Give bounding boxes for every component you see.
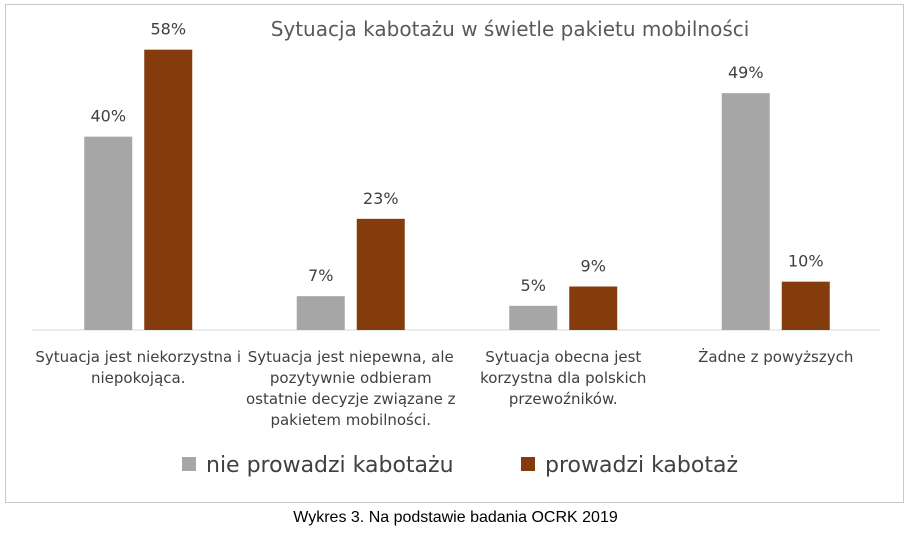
value-label: 7%	[308, 266, 333, 285]
legend-swatch	[521, 457, 535, 471]
category-label: Żadne z powyższych	[698, 347, 853, 366]
value-label: 49%	[728, 63, 764, 82]
value-label: 10%	[788, 252, 824, 271]
legend-label: prowadzi kabotaż	[545, 453, 738, 478]
category-label: Sytuacja jest niepewna, ale pozytywnie od…	[246, 348, 456, 429]
legend: nie prowadzi kabotażu prowadzi kabotaż	[182, 453, 738, 478]
bar-cabotage-1	[356, 218, 405, 330]
bar-no-cabotage-2	[509, 305, 558, 330]
bar-cabotage-0	[144, 49, 193, 331]
value-label: 23%	[363, 189, 399, 208]
figure-caption: Wykres 3. Na podstawie badania OCRK 2019	[293, 509, 618, 526]
value-label: 58%	[150, 20, 186, 39]
legend-swatch	[182, 457, 196, 471]
chart-title: Sytuacja kabotażu w świetle pakietu mobi…	[271, 17, 750, 41]
value-labels-group: 40% 58% 7% 23% 5% 9% 49% 10%	[90, 20, 823, 295]
bar-no-cabotage-0	[84, 136, 133, 330]
bars-group	[84, 49, 830, 331]
value-label: 9%	[581, 257, 606, 276]
legend-label: nie prowadzi kabotażu	[206, 453, 454, 478]
category-label: Sytuacja jest niekorzystna i niepokojąca.	[35, 348, 241, 387]
category-labels-group: Sytuacja jest niekorzystna i niepokojąca.…	[35, 347, 853, 429]
bar-cabotage-2	[569, 286, 618, 330]
category-label: Sytuacja obecna jest korzystna dla polski…	[480, 348, 646, 408]
value-label: 40%	[90, 107, 126, 126]
bar-no-cabotage-1	[296, 296, 345, 330]
bar-chart: Sytuacja kabotażu w świetle pakietu mobi…	[32, 17, 880, 478]
value-label: 5%	[521, 276, 546, 295]
bar-no-cabotage-3	[721, 93, 770, 331]
bar-cabotage-3	[781, 281, 830, 330]
